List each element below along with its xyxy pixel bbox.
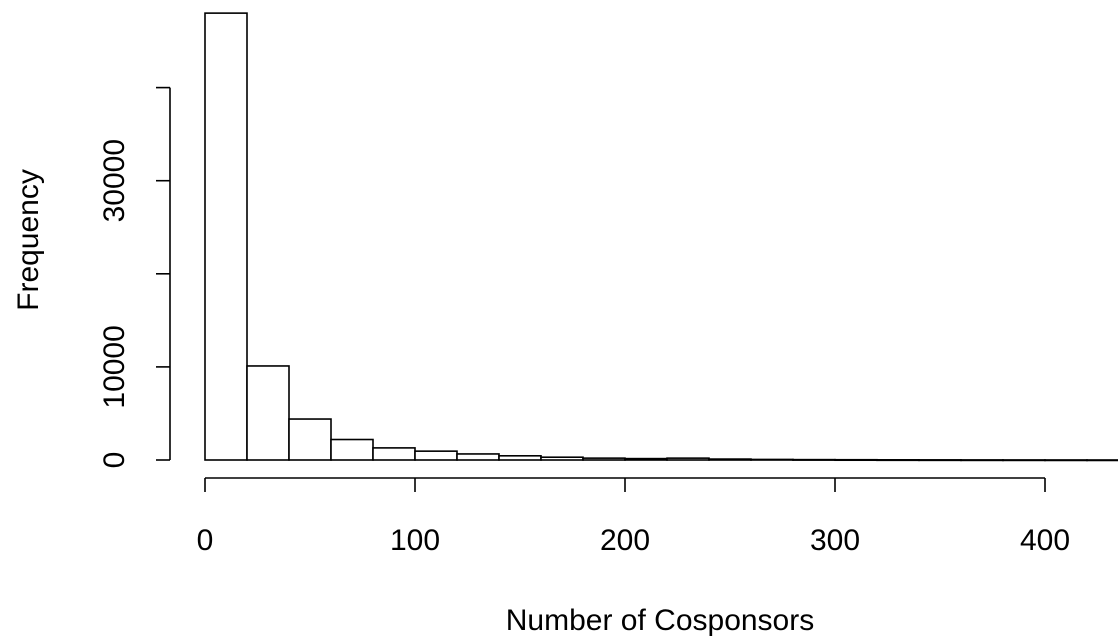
x-tick-label: 200 — [600, 524, 650, 557]
histogram-bar — [750, 458, 794, 461]
histogram-bar — [540, 456, 584, 461]
histogram-bar — [456, 453, 500, 461]
histogram-bar — [918, 459, 962, 462]
histogram-bar — [792, 458, 836, 461]
y-tick-label: 30000 — [98, 139, 131, 222]
histogram-bar — [330, 438, 374, 461]
x-tick-label: 0 — [197, 524, 214, 557]
histogram-bars — [204, 12, 1118, 462]
x-axis: 0 100 200 300 400 — [197, 477, 1070, 557]
histogram-bar — [666, 457, 710, 461]
histogram-bar — [624, 457, 668, 461]
x-tick-label: 100 — [390, 524, 440, 557]
histogram-bar — [708, 458, 752, 461]
histogram-bar — [1044, 459, 1088, 462]
histogram-bar — [582, 457, 626, 461]
histogram-bar — [372, 447, 416, 461]
histogram-bar — [204, 12, 248, 461]
x-axis-title: Number of Cosponsors — [506, 604, 814, 637]
y-axis-title: Frequency — [12, 169, 45, 311]
histogram-bar — [288, 418, 332, 461]
x-tick-label: 400 — [1020, 524, 1070, 557]
histogram-bar — [834, 458, 878, 462]
histogram-bar — [876, 459, 920, 462]
x-tick-label: 300 — [810, 524, 860, 557]
histogram-bar — [414, 450, 458, 461]
y-axis: 0 10000 30000 — [98, 86, 171, 469]
histogram-bar — [246, 365, 290, 461]
histogram-bar — [960, 459, 1004, 462]
histogram-bar — [1002, 459, 1046, 462]
histogram-bar — [498, 455, 542, 461]
histogram-bar — [1086, 459, 1118, 462]
y-tick-label: 0 — [98, 452, 131, 469]
y-tick-label: 10000 — [98, 325, 131, 408]
